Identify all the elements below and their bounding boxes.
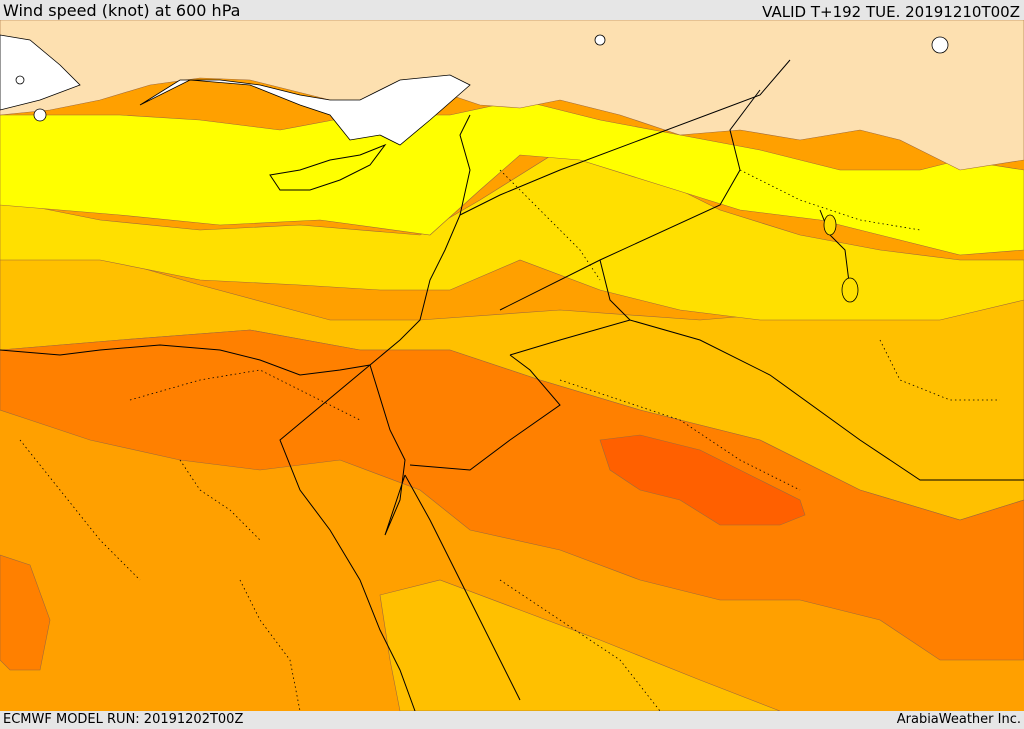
map-title: Wind speed (knot) at 600 hPa xyxy=(3,1,241,20)
land-low-wind xyxy=(0,20,1024,171)
band-deep-orange xyxy=(599,434,806,526)
credit: ArabiaWeather Inc. xyxy=(896,712,1021,727)
sea-west xyxy=(0,34,81,111)
internal-borders xyxy=(19,169,1000,711)
band-dark-orange xyxy=(0,329,1024,661)
header-bar: Wind speed (knot) at 600 hPa VALID T+192… xyxy=(0,0,1024,21)
lake-details xyxy=(823,214,859,303)
band-amber-south xyxy=(379,579,781,711)
valid-time: VALID T+192 TUE. 20191210T00Z xyxy=(762,3,1020,21)
band-dark-orange-west xyxy=(0,554,51,671)
small-islands xyxy=(15,34,949,122)
island-cyprus xyxy=(269,143,387,191)
wind-speed-map xyxy=(0,20,1024,711)
model-run: ECMWF MODEL RUN: 20191202T00Z xyxy=(3,712,244,727)
weather-map xyxy=(0,20,1024,711)
coastlines xyxy=(0,59,1024,711)
footer-bar: ECMWF MODEL RUN: 20191202T00Z ArabiaWeat… xyxy=(0,711,1024,729)
sea-area xyxy=(139,74,471,146)
